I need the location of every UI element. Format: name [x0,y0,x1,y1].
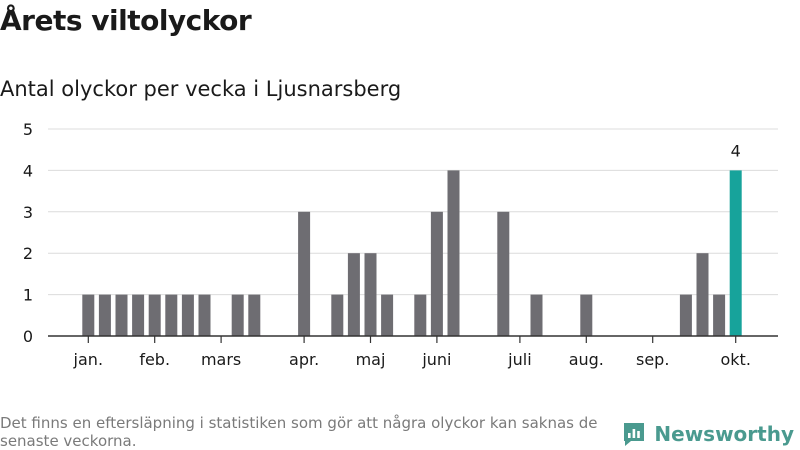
bar-highlight [729,170,742,336]
bar [298,211,311,336]
bar [165,294,178,336]
bar [198,294,211,336]
chart-title: Årets viltolyckor [0,4,252,37]
bar [364,253,377,336]
x-tick-label: sep. [636,350,669,369]
bar [181,294,194,336]
y-tick-label: 3 [23,203,33,222]
x-tick-label: maj [356,350,386,369]
x-tick-label: aug. [569,350,604,369]
bar [381,294,394,336]
chart-subtitle: Antal olyckor per vecka i Ljusnarsberg [0,77,402,101]
x-tick-label: jan. [73,350,103,369]
y-tick-label: 1 [23,286,33,305]
bar [132,294,145,336]
y-tick-label: 0 [23,327,33,346]
bar [148,294,161,336]
x-tick-label: juni [421,350,451,369]
bar [447,170,460,336]
bar [679,294,692,336]
bar [331,294,344,336]
brand-logo: Newsworthy [622,420,794,448]
y-tick-label: 5 [23,120,33,139]
data-label: 4 [731,141,741,160]
bar [430,211,443,336]
bar [414,294,427,336]
brand-name: Newsworthy [654,422,794,446]
x-tick-label: juli [507,350,531,369]
bar [347,253,360,336]
y-tick-label: 4 [23,161,33,180]
footnote: Det finns en eftersläpning i statistiken… [0,414,598,450]
bar [497,211,510,336]
bar [580,294,593,336]
bar-chart: 0 1 2 3 4 5 4 jan. feb. mars apr. maj juni juli aug. se… [23,120,778,369]
bar [696,253,709,336]
bar [115,294,128,336]
bar-chart-speech-bubble-icon [624,423,645,446]
x-tick-label: apr. [289,350,319,369]
x-tick-label: feb. [139,350,170,369]
bar [231,294,244,336]
x-tick-label: mars [201,350,241,369]
bar [82,294,95,336]
y-tick-label: 2 [23,244,33,263]
bar [98,294,111,336]
bar [248,294,261,336]
bar [713,294,726,336]
x-tick-label: okt. [720,350,750,369]
bar [530,294,543,336]
